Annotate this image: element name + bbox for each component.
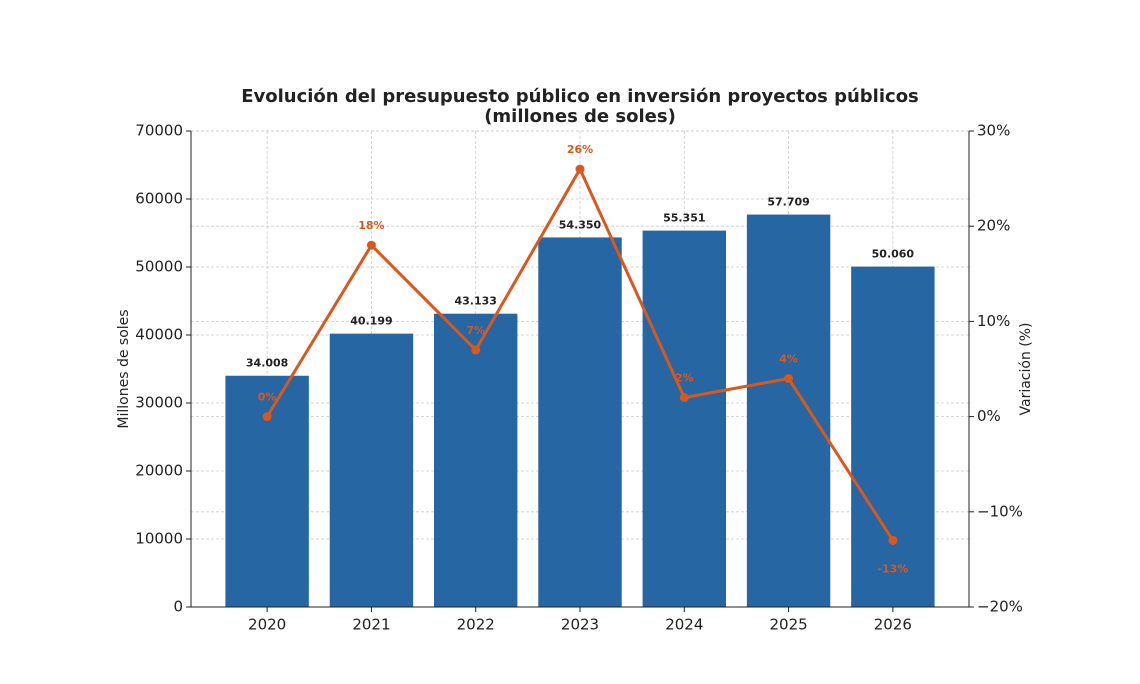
line-point <box>888 535 898 545</box>
bar <box>433 313 518 607</box>
bar-value-label: 40.199 <box>350 315 392 328</box>
bar <box>225 375 309 607</box>
chart-title: Evolución del presupuesto público en inv… <box>241 86 919 107</box>
y-tick-label: 30000 <box>135 394 183 412</box>
bar <box>538 237 622 608</box>
y2-axis-label: Variación (%) <box>1018 323 1034 416</box>
line-value-label: 18% <box>358 219 384 232</box>
bar <box>851 266 935 607</box>
line-value-label: 7% <box>466 324 485 337</box>
line-point <box>366 240 376 250</box>
x-tick-label: 2025 <box>769 616 807 634</box>
x-tick-label: 2022 <box>457 616 495 634</box>
bar <box>329 333 414 607</box>
line-point <box>575 164 585 174</box>
line-value-label: 26% <box>567 143 593 156</box>
line-value-label: 0% <box>258 391 277 404</box>
bar-value-label: 55.351 <box>663 212 705 225</box>
line-value-label: 4% <box>779 353 798 366</box>
x-tick-label: 2020 <box>248 616 286 634</box>
line-value-label: 2% <box>675 372 694 385</box>
bar-value-label: 43.133 <box>454 295 496 308</box>
line-value-label: -13% <box>877 562 908 575</box>
y-tick-label: 40000 <box>135 326 183 344</box>
x-tick-label: 2026 <box>874 616 912 634</box>
y-tick-label: 50000 <box>135 258 183 276</box>
y2-tick-label: −10% <box>977 502 1023 520</box>
y-tick-label: 70000 <box>135 122 183 140</box>
line-point <box>784 374 794 384</box>
bar <box>746 214 831 607</box>
y2-tick-label: 0% <box>977 407 1001 425</box>
y-tick-label: 0 <box>173 598 183 616</box>
y-tick-label: 20000 <box>135 462 183 480</box>
y2-tick-label: 20% <box>977 217 1010 235</box>
x-tick-label: 2024 <box>665 616 703 634</box>
x-tick-label: 2023 <box>561 616 599 634</box>
y2-tick-label: 30% <box>977 122 1010 140</box>
bar-value-label: 57.709 <box>767 196 809 209</box>
line-point <box>262 412 272 422</box>
y2-tick-label: 10% <box>977 312 1010 330</box>
line-point <box>471 345 481 355</box>
bar-value-label: 50.060 <box>872 248 915 261</box>
y-axis-label: Millones de soles <box>116 309 132 428</box>
y2-tick-label: −20% <box>977 598 1023 616</box>
x-tick-label: 2021 <box>352 616 390 634</box>
chart-title: (millones de soles) <box>484 106 676 127</box>
bar <box>642 230 727 607</box>
bar-value-label: 34.008 <box>246 357 288 370</box>
bar-value-label: 54.350 <box>559 218 602 231</box>
line-point <box>679 393 689 403</box>
y-tick-label: 10000 <box>135 530 183 548</box>
y-tick-label: 60000 <box>135 190 183 208</box>
